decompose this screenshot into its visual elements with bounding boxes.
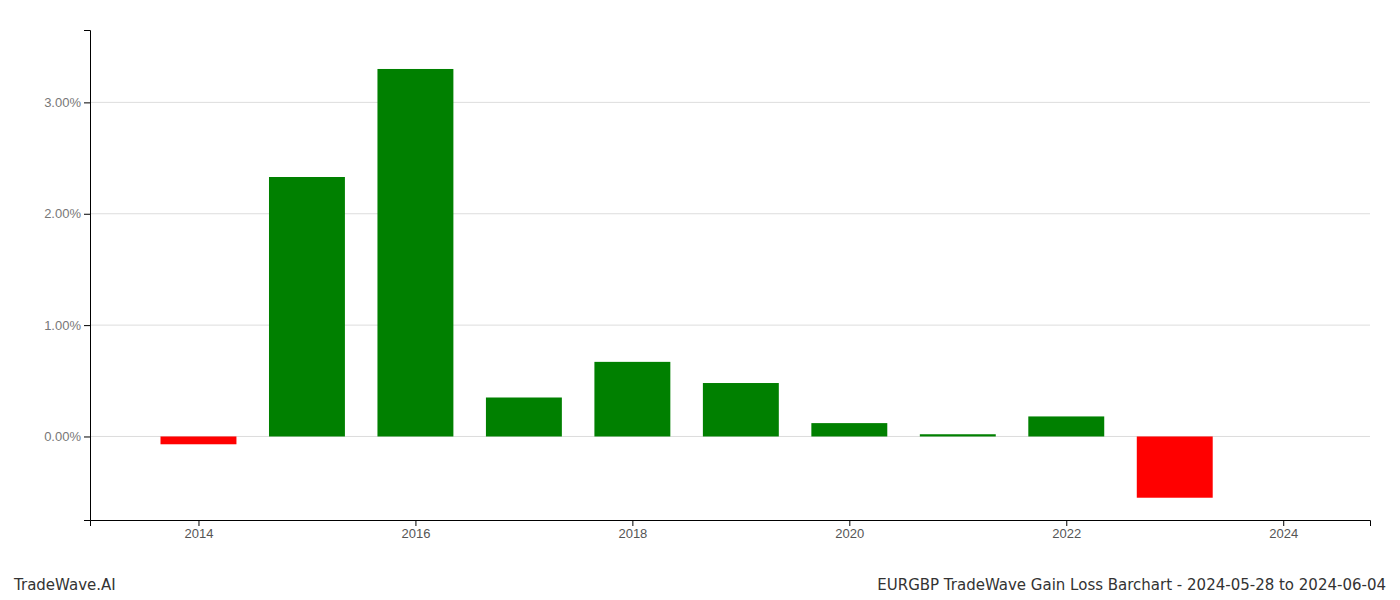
x-tick-mark: [1283, 520, 1284, 526]
y-tick-mark: [84, 325, 90, 326]
bar: [920, 434, 996, 436]
bar: [703, 383, 779, 436]
watermark: TradeWave.AI: [13, 576, 116, 594]
x-axis: 2014 2016 2018 2020 2022 2024: [91, 520, 1371, 541]
bar: [1028, 416, 1104, 436]
bar: [269, 177, 345, 436]
bar: [161, 436, 237, 444]
y-tick: 2.00%: [44, 206, 90, 221]
y-tick-mark: [84, 102, 90, 103]
grid-line: [90, 102, 1370, 103]
x-tick: 2014: [185, 520, 214, 541]
bar: [1137, 436, 1213, 497]
y-tick: 0.00%: [44, 429, 90, 444]
x-tick-label: 2024: [1269, 526, 1298, 541]
x-tick-label: 2020: [835, 526, 864, 541]
x-tick-mark: [849, 520, 850, 526]
y-tick-label: 1.00%: [44, 318, 81, 333]
x-tick: 2016: [401, 520, 430, 541]
y-tick-mark: [84, 436, 90, 437]
x-tick-label: 2018: [618, 526, 647, 541]
x-tick-mark: [198, 520, 199, 526]
x-tick: 2022: [1052, 520, 1081, 541]
x-tick-mark: [415, 520, 416, 526]
x-tick-label: 2014: [185, 526, 214, 541]
x-tick: 2024: [1269, 520, 1298, 541]
y-tick-label: 0.00%: [44, 429, 81, 444]
x-tick: 2020: [835, 520, 864, 541]
x-tick-label: 2016: [401, 526, 430, 541]
bar: [486, 398, 562, 437]
y-tick: 1.00%: [44, 318, 90, 333]
y-tick-label: 3.00%: [44, 95, 81, 110]
x-tick-mark: [632, 520, 633, 526]
y-tick-label: 2.00%: [44, 206, 81, 221]
bars: [161, 69, 1213, 498]
x-axis-line: [91, 521, 1371, 527]
x-tick-mark: [1066, 520, 1067, 526]
bar: [377, 69, 453, 437]
grid: [90, 102, 1370, 436]
plot: 2014 2016 2018 2020 2022 2024 0.00% 1.00% 2.00% 3…: [44, 31, 1370, 542]
chart: 2014 2016 2018 2020 2022 2024 0.00% 1.00% 2.00% 3…: [0, 0, 1400, 600]
title: EURGBP TradeWave Gain Loss Barchart - 20…: [877, 576, 1386, 594]
bar: [594, 362, 670, 437]
y-tick-mark: [84, 214, 90, 215]
x-tick-label: 2022: [1052, 526, 1081, 541]
y-axis-line: [84, 31, 91, 521]
bar: [811, 423, 887, 436]
y-tick: 3.00%: [44, 95, 90, 110]
y-axis: 0.00% 1.00% 2.00% 3.00%: [44, 31, 90, 521]
x-tick: 2018: [618, 520, 647, 541]
